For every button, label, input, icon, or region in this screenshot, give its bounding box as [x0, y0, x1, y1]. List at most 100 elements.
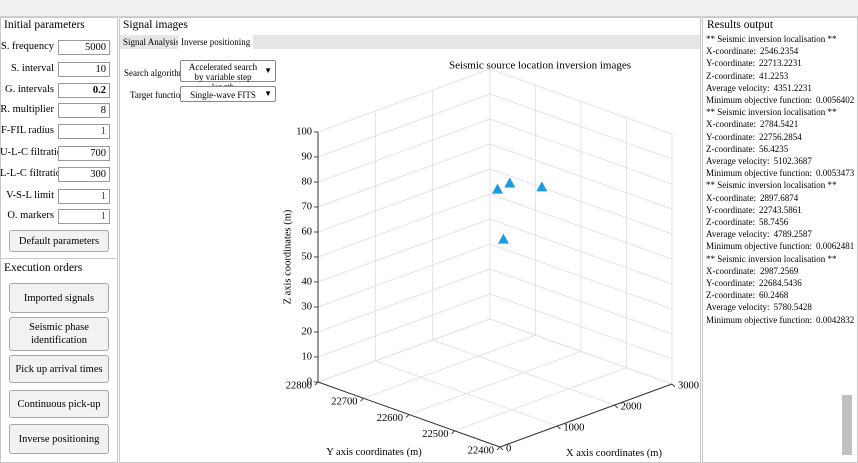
result-value: 22684.5436: [758, 278, 802, 288]
result-line: Average velocity: 5780.5428: [706, 302, 812, 312]
result-line: Z-coordinate: 58.7456: [706, 217, 788, 227]
button[interactable]: Pick up arrival times: [9, 355, 109, 383]
result-value: 5102.3687: [773, 156, 812, 166]
result-label: Y-coordinate:: [706, 58, 755, 69]
result-value: 0.0056402: [815, 95, 855, 105]
result-label: Average velocity:: [706, 229, 770, 240]
field-label: L-L-C filtration: [0, 168, 67, 179]
result-label: Minimum objective function:: [706, 168, 812, 179]
section-title: Signal images: [123, 19, 188, 31]
result-value: 0.0042832: [815, 314, 855, 325]
result-line: X-coordinate: 2987.2569: [706, 266, 798, 276]
result-label: Average velocity:: [706, 156, 770, 166]
result-line: Minimum objective function: 0.0056402: [706, 95, 854, 105]
dropdown[interactable]: Accelerated search by variable step leng…: [180, 60, 276, 92]
input-box[interactable]: 8: [58, 103, 110, 118]
result-value: 2784.5421: [759, 119, 799, 130]
result-value: 2897.6874: [759, 192, 799, 203]
input-box[interactable]: 0.2: [58, 83, 110, 98]
result-label: Y-coordinate:: [706, 131, 755, 142]
tab[interactable]: Inverse positioning: [178, 35, 254, 49]
button[interactable]: Inverse positioning: [9, 424, 109, 454]
tab-bar: [120, 35, 700, 49]
field-label: U-L-C filtration: [0, 147, 68, 158]
button[interactable]: Continuous pick-up: [9, 390, 109, 418]
result-heading: ** Seismic inversion localisation **: [706, 34, 837, 44]
result-line: Y-coordinate: 22743.5861: [706, 205, 802, 215]
button[interactable]: Seismic phase identification: [9, 317, 109, 351]
result-value: 22713.2231: [758, 58, 802, 69]
result-value: 60.2468: [758, 290, 789, 301]
result-value: 4351.2231: [773, 82, 812, 93]
result-label: X-coordinate:: [706, 119, 756, 130]
result-label: X-coordinate:: [706, 192, 756, 203]
result-line: Minimum objective function: 0.0053473: [706, 168, 854, 178]
result-value: 22743.5861: [758, 204, 802, 215]
result-label: Minimum objective function:: [706, 241, 812, 252]
scrollbar[interactable]: [842, 395, 852, 455]
result-label: Z-coordinate:: [706, 143, 755, 154]
field-label: Search algorithms: [124, 68, 190, 78]
result-value: 22756.2854: [758, 131, 802, 142]
field-label: F-FIL radius: [1, 125, 54, 136]
input-box[interactable]: 700: [58, 146, 110, 161]
field-label: V-S-L limit: [6, 190, 54, 201]
result-value: 0.0062481: [815, 241, 855, 252]
results-panel: [702, 17, 858, 463]
tab[interactable]: Signal Analysis: [123, 37, 180, 47]
result-line: Z-coordinate: 41.2253: [706, 71, 788, 81]
result-label: Y-coordinate:: [706, 204, 755, 215]
result-line: Minimum objective function: 0.0042832: [706, 315, 854, 325]
button[interactable]: Default parameters: [9, 230, 109, 252]
divider: [0, 258, 118, 259]
input-box[interactable]: 10: [58, 62, 110, 77]
result-value: 56.4235: [758, 143, 789, 154]
section-title: Initial parameters: [4, 19, 85, 31]
result-value: 2546.2354: [759, 46, 799, 57]
input-box[interactable]: 5000: [58, 40, 110, 55]
result-label: Z-coordinate:: [706, 217, 755, 227]
button[interactable]: Imported signals: [9, 283, 109, 313]
result-line: Minimum objective function: 0.0062481: [706, 241, 854, 251]
result-value: 0.0053473: [815, 168, 855, 179]
result-line: Average velocity: 5102.3687: [706, 156, 812, 166]
result-line: X-coordinate: 2784.5421: [706, 119, 798, 129]
top-bar: [0, 0, 858, 17]
result-label: Minimum objective function:: [706, 314, 812, 325]
result-line: Y-coordinate: 22756.2854: [706, 132, 802, 142]
result-value: 41.2253: [758, 70, 789, 81]
field-label: S. frequency: [0, 41, 54, 52]
result-line: Y-coordinate: 22684.5436: [706, 278, 802, 288]
input-box[interactable]: 1: [58, 209, 110, 224]
result-line: Y-coordinate: 22713.2231: [706, 58, 802, 68]
section-title: Execution orders: [4, 262, 83, 274]
result-line: Average velocity: 4789.2587: [706, 229, 812, 239]
result-line: Z-coordinate: 56.4235: [706, 144, 788, 154]
signal-panel: [119, 17, 701, 463]
field-label: O. markers: [7, 210, 54, 221]
result-value: 4789.2587: [773, 229, 812, 240]
result-value: 2987.2569: [759, 265, 799, 276]
result-line: X-coordinate: 2546.2354: [706, 46, 798, 56]
field-label: S. interval: [10, 63, 54, 74]
result-label: Average velocity:: [706, 82, 770, 93]
section-title: Results output: [707, 19, 774, 31]
result-label: X-coordinate:: [706, 46, 756, 57]
input-box[interactable]: 1: [58, 124, 110, 139]
field-label: R. multiplier: [0, 104, 54, 115]
result-value: 58.7456: [758, 217, 789, 227]
result-line: X-coordinate: 2897.6874: [706, 193, 798, 203]
result-label: Minimum objective function:: [706, 95, 812, 105]
result-label: X-coordinate:: [706, 265, 756, 276]
result-label: Average velocity:: [706, 302, 770, 313]
field-label: Target functions: [130, 90, 189, 100]
input-box[interactable]: 300: [58, 167, 110, 182]
dropdown[interactable]: Single-wave FITS: [180, 86, 276, 102]
result-heading: ** Seismic inversion localisation **: [706, 253, 837, 264]
result-label: Z-coordinate:: [706, 70, 755, 81]
input-box[interactable]: 1: [58, 189, 110, 204]
result-label: Z-coordinate:: [706, 290, 755, 301]
result-line: Z-coordinate: 60.2468: [706, 290, 788, 300]
field-label: G. intervals: [5, 84, 54, 95]
